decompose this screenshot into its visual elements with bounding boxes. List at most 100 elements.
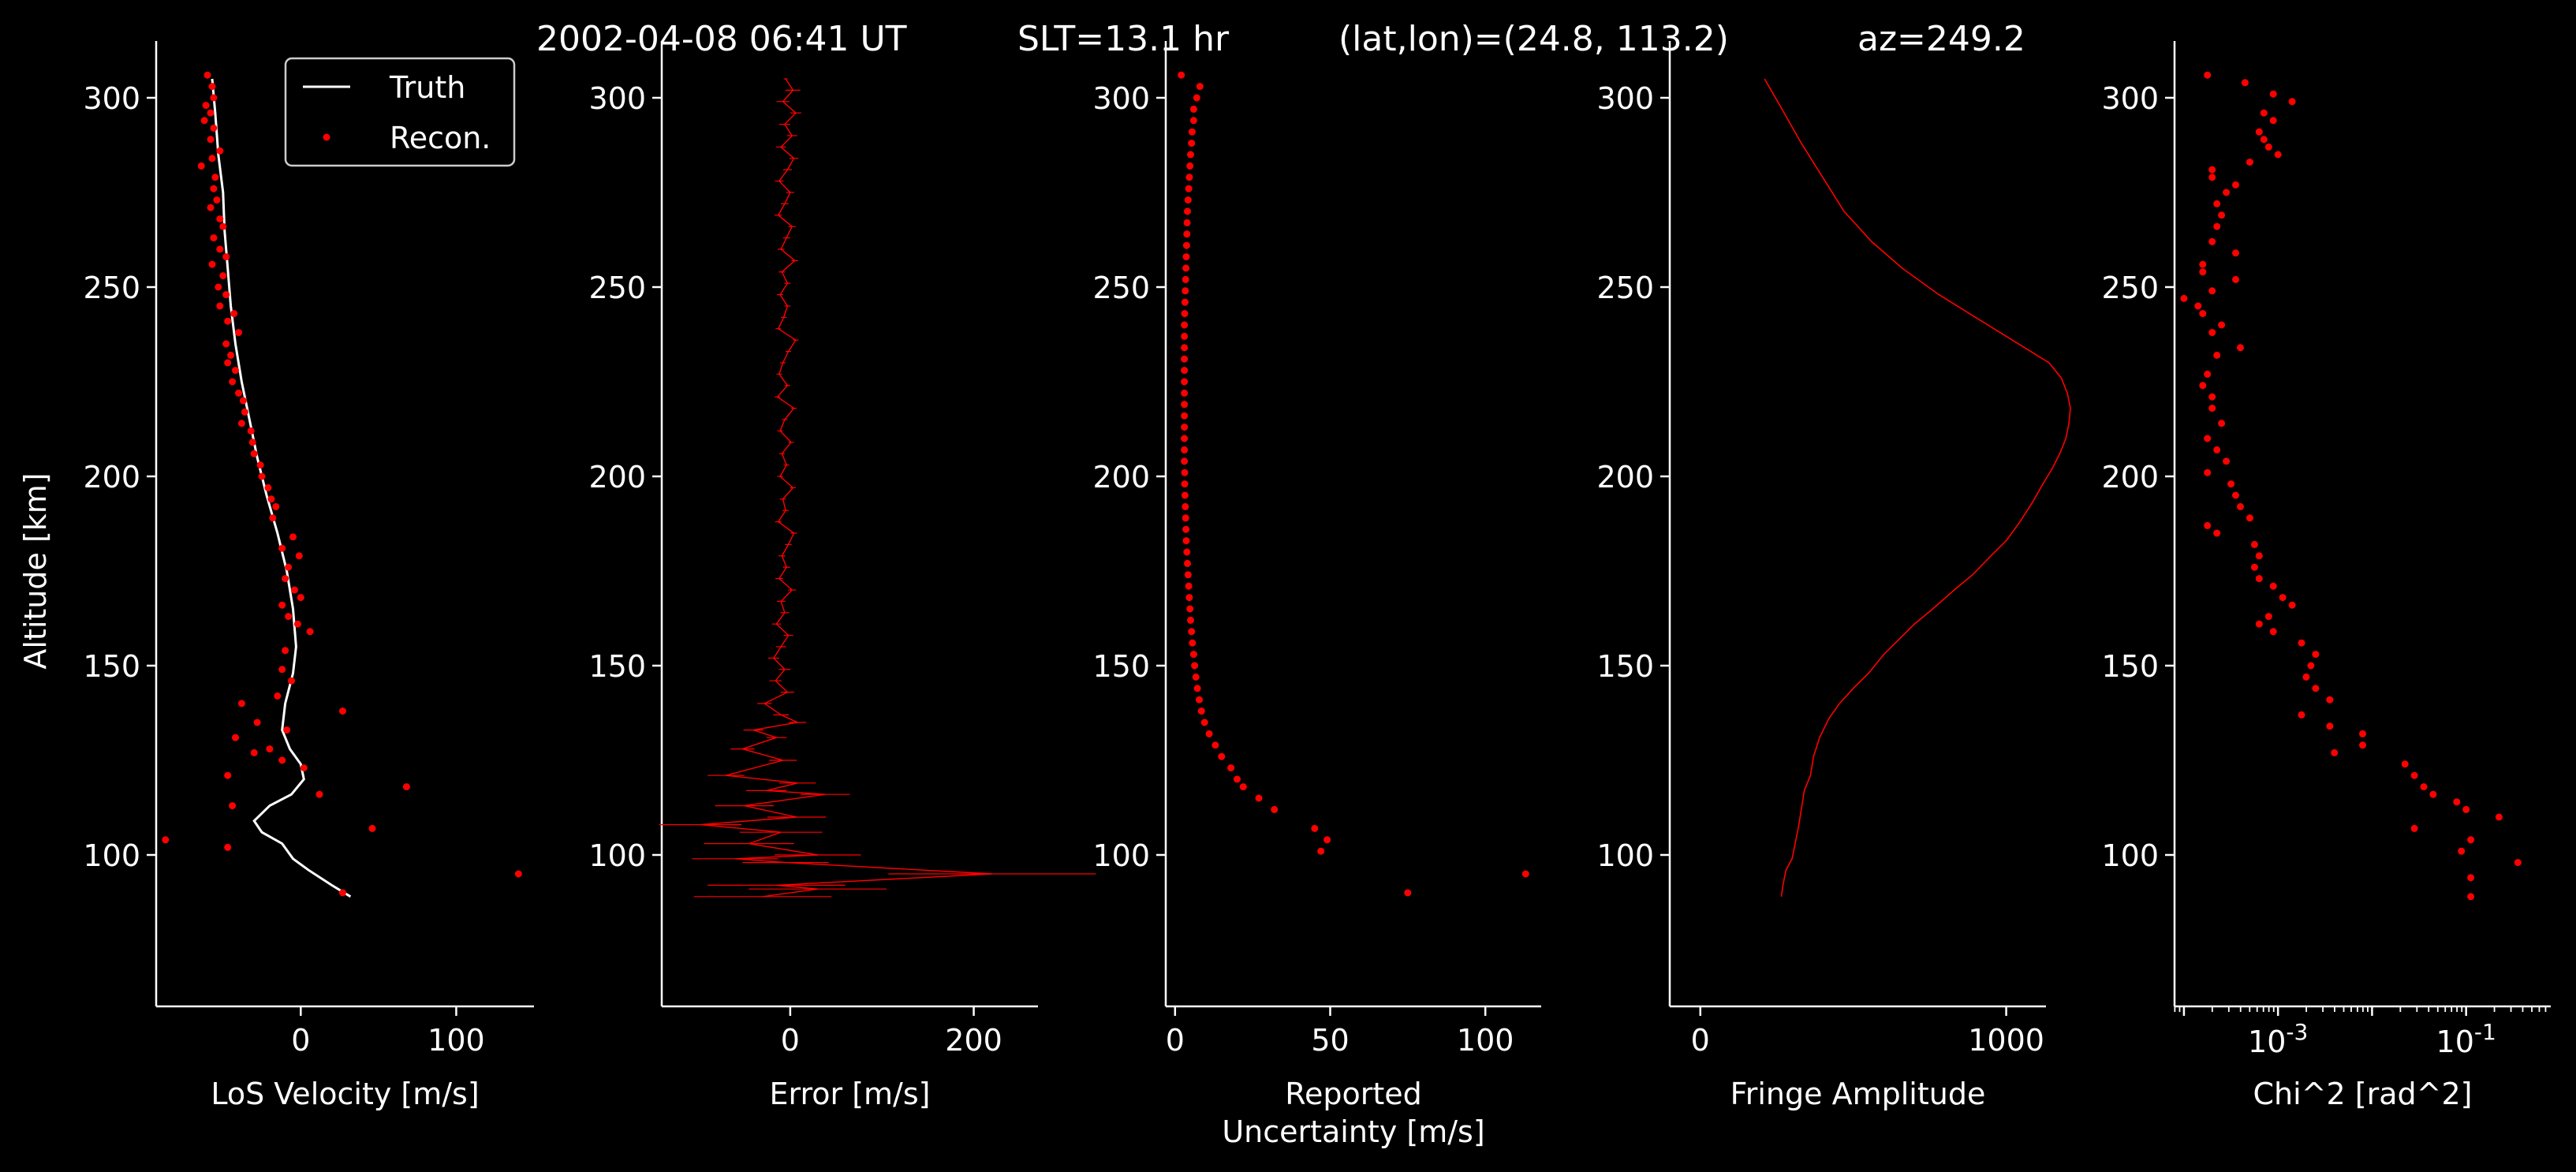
recon-point xyxy=(272,502,280,510)
recon-point xyxy=(1185,174,1193,181)
recon-point xyxy=(1323,836,1331,844)
recon-point xyxy=(2250,563,2258,571)
x-tick-label: 1000 xyxy=(1968,1023,2044,1058)
recon-point xyxy=(2199,310,2207,318)
y-tick-label: 150 xyxy=(1092,649,1150,684)
recon-point xyxy=(2359,741,2366,749)
recon-point xyxy=(2180,294,2188,302)
recon-point xyxy=(2331,748,2339,756)
recon-point xyxy=(215,283,222,291)
x-tick-label: 100 xyxy=(1457,1023,1514,1058)
recon-point xyxy=(1181,468,1189,476)
recon-point xyxy=(1197,707,1205,715)
recon-point xyxy=(2218,211,2226,219)
recon-point xyxy=(219,222,227,230)
recon-point xyxy=(1182,537,1190,545)
recon-point xyxy=(2420,783,2428,791)
recon-point xyxy=(224,771,232,779)
x-tick-label: 50 xyxy=(1311,1023,1349,1058)
recon-point xyxy=(297,594,304,602)
recon-point xyxy=(2213,222,2221,230)
recon-point xyxy=(2269,582,2277,590)
y-tick-label: 300 xyxy=(2101,81,2159,116)
recon-point xyxy=(250,450,258,457)
recon-point xyxy=(2204,521,2212,529)
recon-point xyxy=(216,245,224,253)
recon-point xyxy=(1192,673,1200,681)
y-tick-label: 200 xyxy=(588,460,646,495)
recon-point xyxy=(2264,143,2272,151)
recon-point xyxy=(2199,382,2207,390)
y-tick-label: 300 xyxy=(1092,81,1150,116)
title-ut: 2002-04-08 06:41 UT xyxy=(536,19,907,59)
recon-point xyxy=(282,575,289,583)
recon-point xyxy=(250,748,258,756)
error-line xyxy=(700,78,992,898)
recon-point xyxy=(402,783,410,791)
recon-point xyxy=(1189,639,1197,647)
recon-point xyxy=(1311,824,1319,832)
recon-point xyxy=(2410,824,2418,832)
recon-point xyxy=(1184,207,1191,215)
recon-point xyxy=(2298,711,2305,719)
y-tick-label: 300 xyxy=(1596,81,1654,116)
recon-point xyxy=(1255,794,1263,802)
title-latlon: (lat,lon)=(24.8, 113.2) xyxy=(1338,19,1729,59)
recon-point xyxy=(213,196,221,204)
recon-point xyxy=(2401,760,2409,768)
recon-point xyxy=(274,692,282,700)
y-tick-label: 200 xyxy=(2101,460,2159,495)
legend-recon-label: Recon. xyxy=(390,121,491,155)
recon-point xyxy=(237,700,245,707)
recon-point xyxy=(1182,264,1190,272)
recon-point xyxy=(224,317,232,325)
recon-point xyxy=(2269,117,2277,125)
recon-point xyxy=(269,514,277,522)
recon-point xyxy=(1239,783,1247,791)
x-tick-label: 0 xyxy=(1691,1023,1710,1058)
recon-point xyxy=(1193,94,1200,102)
recon-point xyxy=(368,824,376,832)
recon-point xyxy=(2213,200,2221,207)
recon-point xyxy=(514,870,522,878)
recon-point xyxy=(1181,321,1189,329)
recon-point xyxy=(200,117,208,125)
panel-reported-uncertainty: 100 150 200 250 300 0 50 100 ReportedUncertainty… xyxy=(1092,41,1541,1149)
x-axis-label: Reported xyxy=(1285,1077,1421,1111)
recon-point xyxy=(1189,105,1197,113)
y-tick-label: 250 xyxy=(1596,271,1654,305)
x-axis-label: Fringe Amplitude xyxy=(1730,1077,1986,1111)
legend-truth-label: Truth xyxy=(389,70,465,105)
recon-point xyxy=(2302,673,2310,681)
recon-point xyxy=(210,124,218,132)
recon-point xyxy=(1181,424,1189,431)
recon-point xyxy=(2204,71,2212,79)
x-tick-label: 200 xyxy=(945,1023,1002,1058)
recon-point xyxy=(1178,71,1185,79)
recon-point xyxy=(1196,83,1204,91)
recon-point xyxy=(1211,741,1219,749)
recon-point xyxy=(2514,859,2522,867)
recon-point xyxy=(2204,468,2212,476)
recon-point xyxy=(1184,559,1191,567)
recon-point xyxy=(1196,696,1203,704)
recon-point xyxy=(1181,435,1189,442)
recon-point xyxy=(285,613,293,621)
recon-point xyxy=(2208,393,2216,401)
recon-point xyxy=(203,71,211,79)
recon-point xyxy=(2429,790,2437,798)
recon-point xyxy=(339,889,346,897)
y-axis-label: Altitude [km] xyxy=(18,472,53,669)
recon-point xyxy=(239,397,247,405)
recon-point xyxy=(1188,128,1196,136)
recon-point xyxy=(211,174,219,181)
recon-point xyxy=(1181,412,1189,420)
panel-chi2: 100 150 200 250 300 10-3 10-1 Chi^2 [rad^2] xyxy=(2101,41,2551,1111)
recon-point xyxy=(1186,605,1194,613)
recon-point xyxy=(247,427,255,435)
recon-point xyxy=(2495,813,2503,821)
recon-point xyxy=(232,367,239,375)
recon-point xyxy=(283,726,291,734)
recon-point xyxy=(2264,613,2272,621)
x-tick-label: 10-3 xyxy=(2248,1019,2308,1059)
